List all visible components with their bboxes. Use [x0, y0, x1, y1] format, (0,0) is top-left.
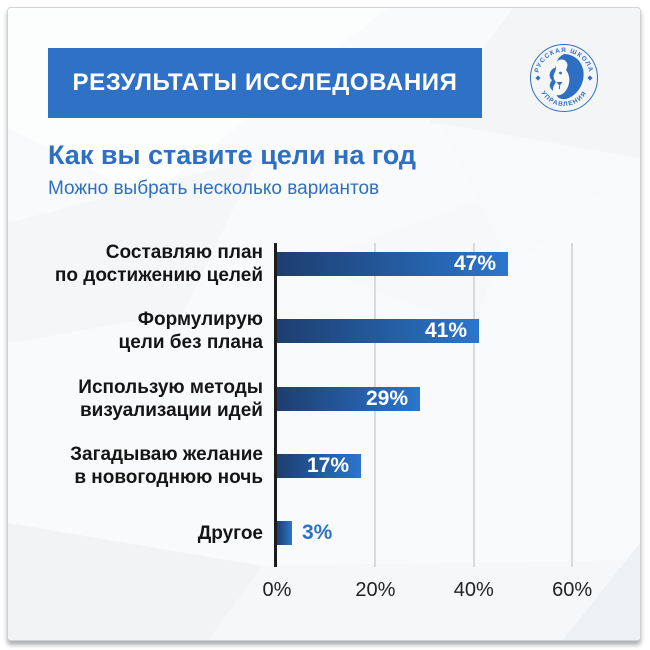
- value-label: 3%: [302, 521, 333, 544]
- category-label-line: визуализации идей: [79, 399, 263, 421]
- category-label-line: по достижению целей: [54, 265, 263, 286]
- category-label: Формулирую цели без плана: [38, 297, 263, 365]
- category-label-line: цели без плана: [118, 332, 263, 354]
- y-axis-line: [274, 243, 277, 567]
- category-label-line: Формулирую: [137, 309, 263, 331]
- x-tick-label: 20%: [355, 579, 396, 601]
- logo-ring: [530, 44, 598, 112]
- value-label: 41%: [424, 319, 467, 343]
- category-label: Другое: [38, 499, 263, 567]
- gridline: [571, 243, 574, 567]
- value-label: 17%: [306, 453, 349, 477]
- category-label: Использую методы визуализации идей: [38, 365, 263, 433]
- logo-left-diamond-icon: [535, 75, 541, 81]
- company-logo: РУССКАЯ ШКОЛА УПРАВЛЕНИЯ: [530, 44, 598, 112]
- bar: [277, 521, 292, 545]
- logo-right-diamond-icon: [587, 75, 593, 81]
- x-tick-label: 0%: [262, 579, 292, 601]
- category-label: Загадываю желание в новогоднюю ночь: [38, 432, 263, 500]
- x-tick-label: 60%: [552, 579, 593, 601]
- bar: 41%: [277, 319, 479, 344]
- category-label-line: Загадываю желание: [70, 443, 263, 465]
- value-label: 29%: [365, 386, 408, 410]
- category-label: Составляю план по достижению целей: [38, 230, 263, 298]
- category-label-line: Составляю план: [105, 242, 263, 263]
- bar: 17%: [277, 453, 361, 478]
- x-tick-label: 40%: [453, 579, 494, 601]
- category-label-line: в новогоднюю ночь: [74, 466, 263, 488]
- bar: 29%: [277, 386, 420, 411]
- page-title: Как вы ставите цели на год: [48, 140, 417, 170]
- bar-chart: Составляю план по достижению целей 47% Форм…: [8, 8, 640, 640]
- page-subtitle: Можно выбрать несколько вариантов: [48, 178, 380, 199]
- header-banner: РЕЗУЛЬТАТЫ ИССЛЕДОВАНИЯ: [48, 48, 482, 118]
- infographic-card: РЕЗУЛЬТАТЫ ИССЛЕДОВАНИЯ РУССКАЯ ШКОЛА УП…: [7, 7, 641, 641]
- category-label-line: Другое: [197, 522, 263, 544]
- value-label: 47%: [453, 252, 496, 275]
- category-label-line: Использую методы: [78, 376, 263, 398]
- banner-title: РЕЗУЛЬТАТЫ ИССЛЕДОВАНИЯ: [72, 69, 458, 96]
- gridline: [472, 243, 475, 567]
- lion-head-icon: [549, 54, 584, 100]
- bar: 47%: [277, 252, 508, 276]
